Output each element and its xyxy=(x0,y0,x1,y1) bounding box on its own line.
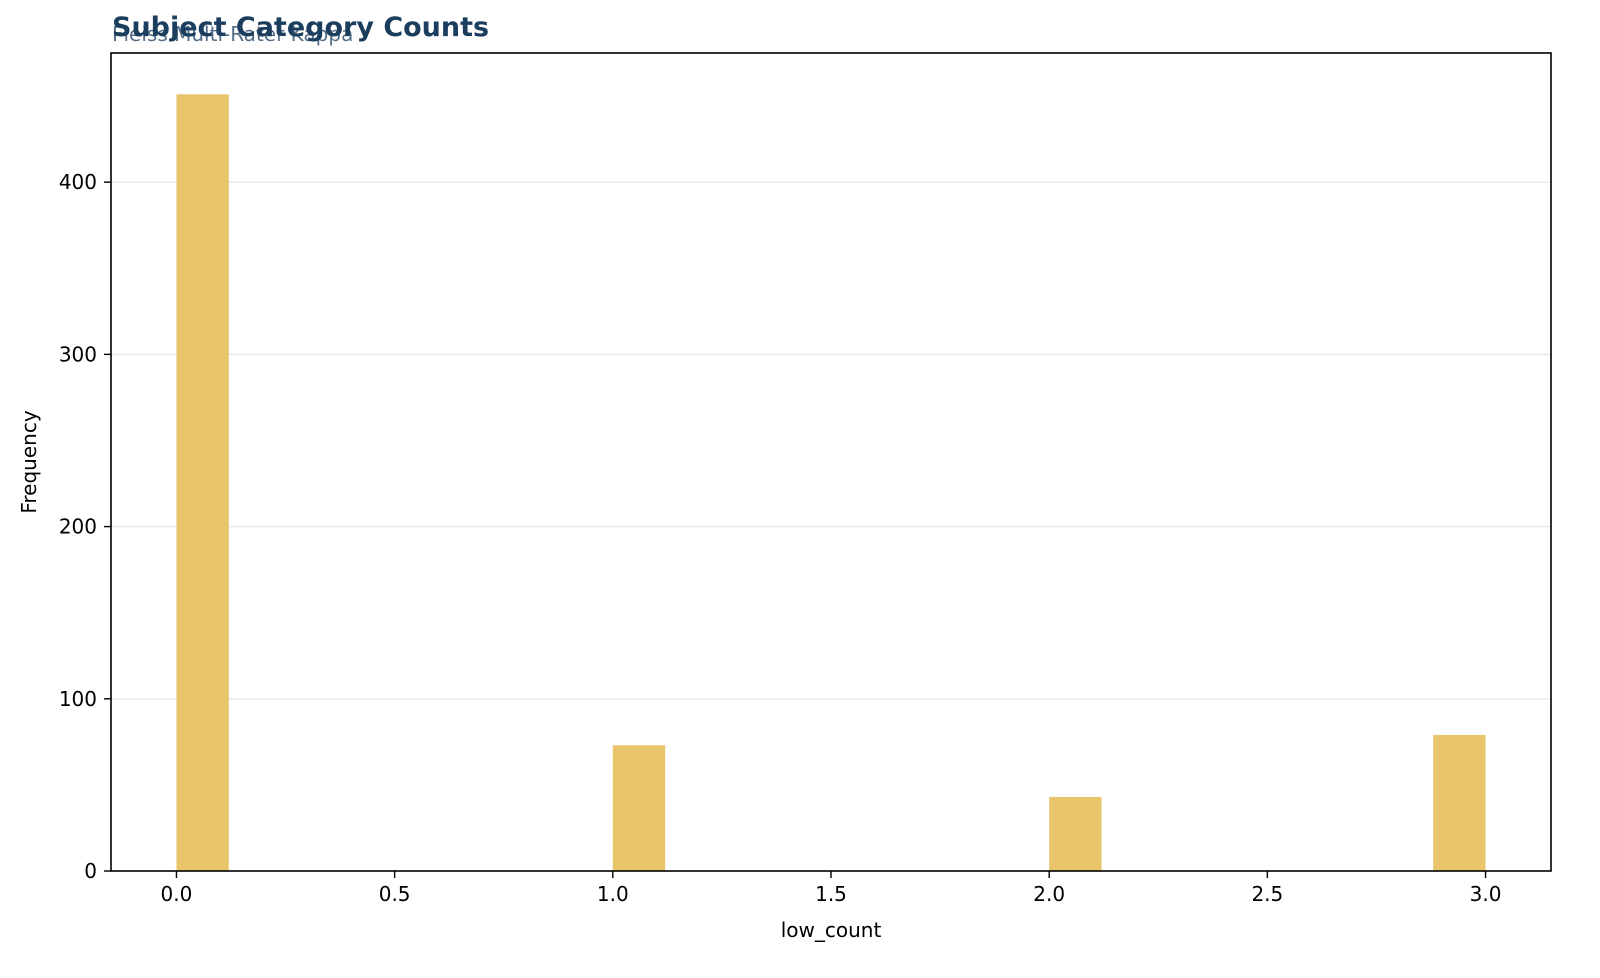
histogram-bars xyxy=(176,94,1486,872)
y-axis-label: Frequency xyxy=(17,410,41,513)
histogram-bar xyxy=(176,94,229,872)
histogram-bar xyxy=(612,745,666,871)
plot-area-frame xyxy=(110,52,1552,872)
x-tick-label: 3.0 xyxy=(1470,882,1502,906)
axis-ticks: 0.0 0.5 1.0 1.5 2.0 2.5 3.0 0 100 200 300 400 xyxy=(59,170,1502,906)
y-tick-label: 100 xyxy=(59,687,97,711)
x-tick-label: 0.5 xyxy=(379,882,411,906)
x-tick-label: 1.5 xyxy=(815,882,847,906)
chart-subtitle: Fleiss Multi-Rater Kappa xyxy=(112,22,354,46)
chart-title: Subject Category Counts xyxy=(112,12,490,43)
x-tick-label: 2.0 xyxy=(1033,882,1065,906)
y-tick-label: 300 xyxy=(59,342,97,366)
x-axis-label: low_count xyxy=(781,918,882,942)
y-tick-label: 0 xyxy=(84,859,97,883)
x-tick-label: 2.5 xyxy=(1251,882,1283,906)
histogram-bar xyxy=(1049,796,1102,871)
grid-lines xyxy=(111,181,1551,700)
y-tick-label: 200 xyxy=(59,515,97,539)
x-tick-label: 0.0 xyxy=(161,882,193,906)
x-tick-label: 1.0 xyxy=(597,882,629,906)
histogram-bar xyxy=(1433,734,1486,871)
y-tick-label: 400 xyxy=(59,170,97,194)
